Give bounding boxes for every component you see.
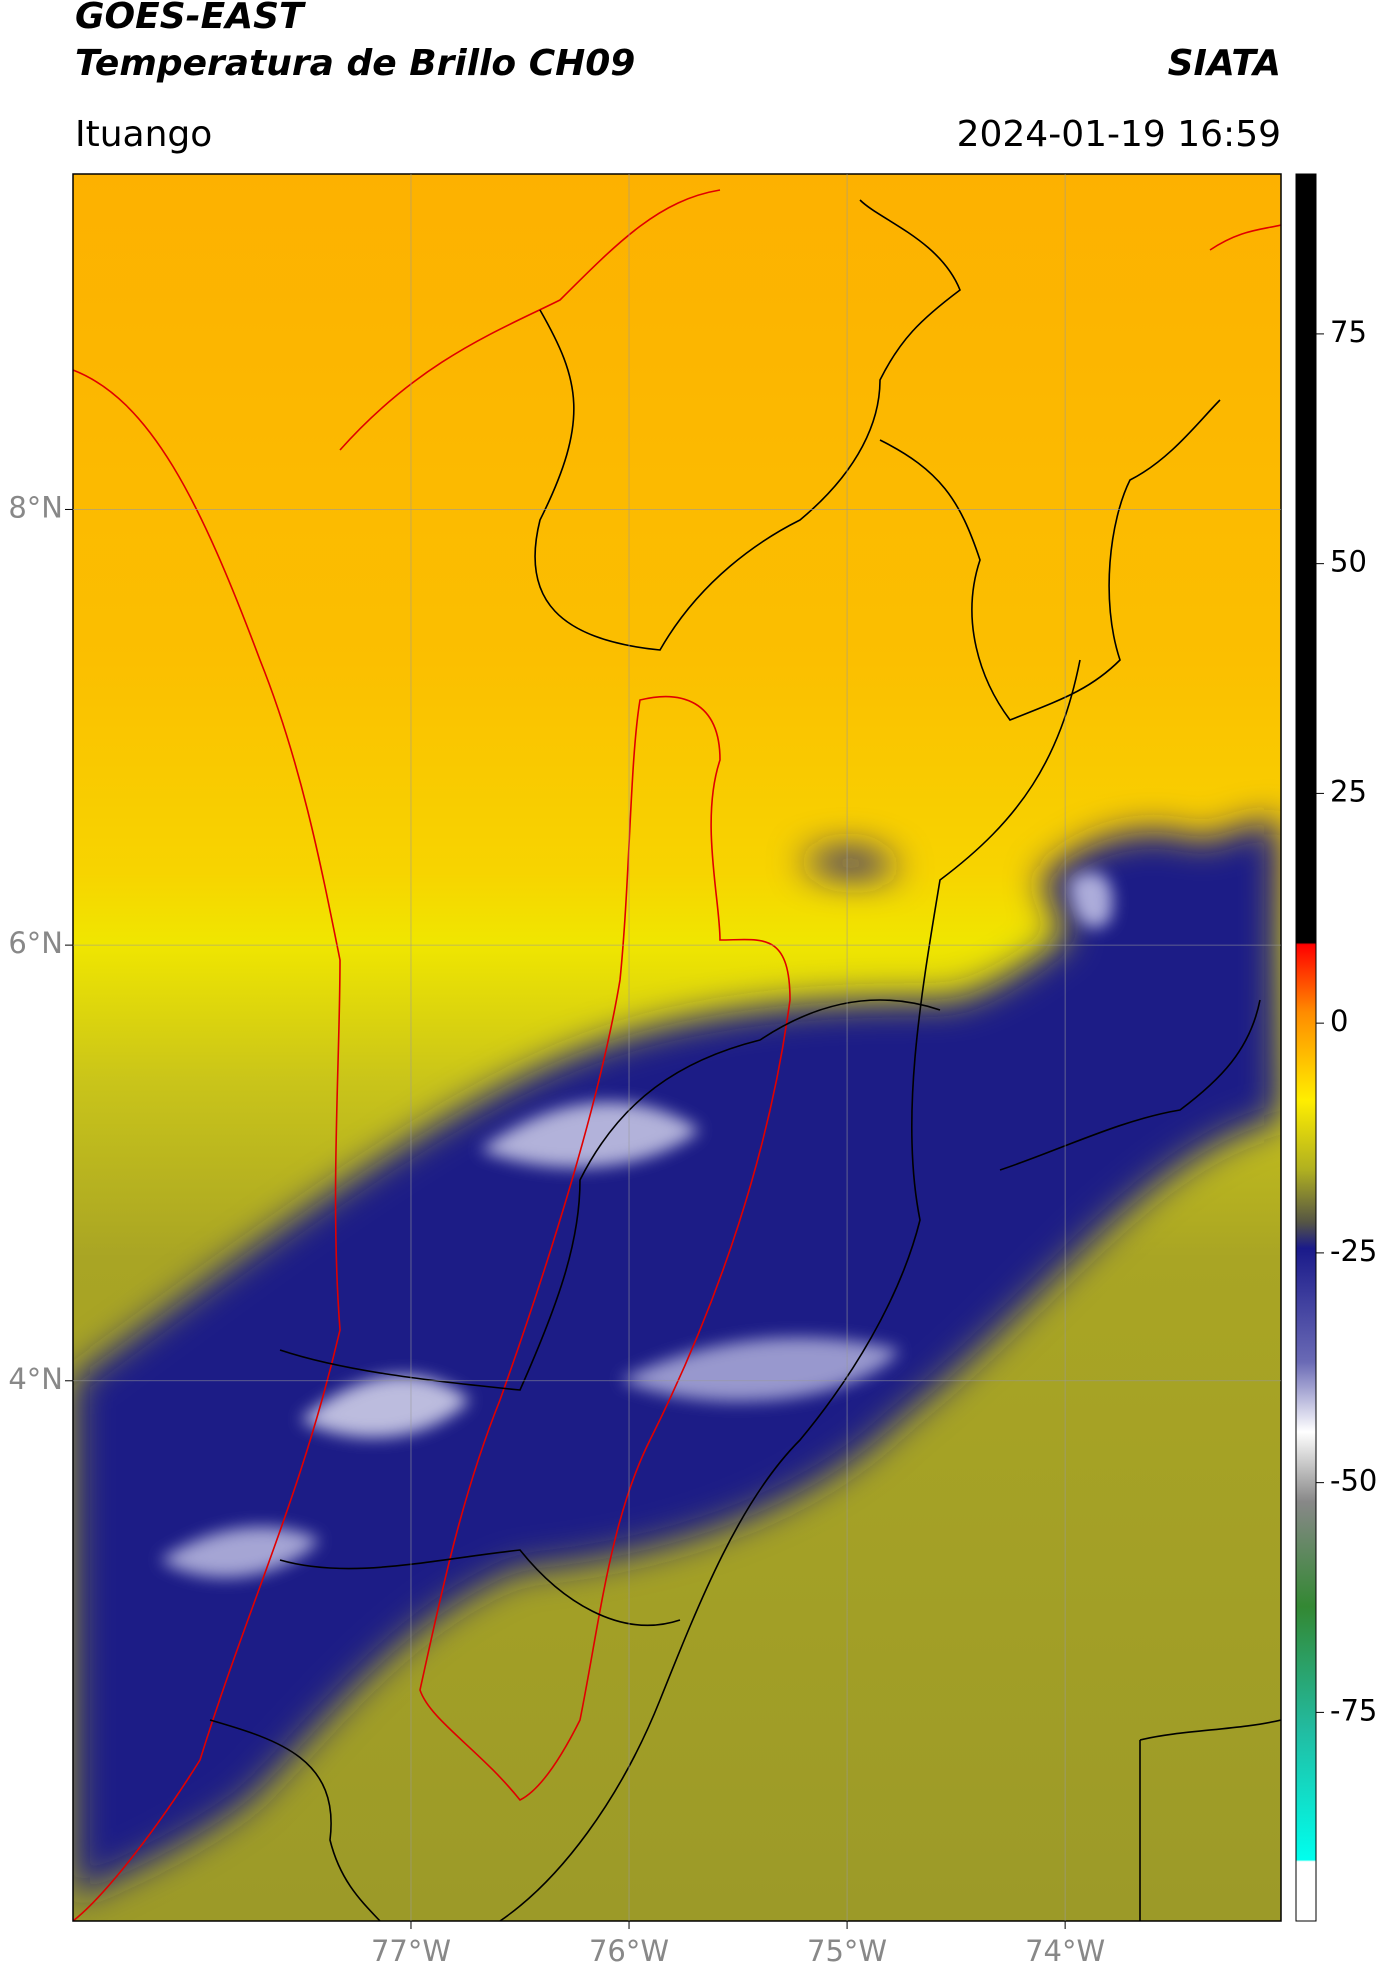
source: SIATA [1168, 43, 1281, 84]
x-tick-label: 76°W [589, 1934, 669, 1968]
colorbar-tick-label: -50 [1330, 1464, 1377, 1498]
y-tick-label: 4°N [8, 1362, 63, 1396]
colorbar [1295, 173, 1317, 1922]
location: Ituango [75, 114, 212, 155]
colorbar-tick-label: 25 [1330, 774, 1367, 808]
colorbar-tick-label: -75 [1330, 1693, 1377, 1727]
x-tick-label: 74°W [1025, 1934, 1105, 1968]
x-tick-label: 77°W [371, 1934, 451, 1968]
colorbar-tick-label: 0 [1330, 1004, 1348, 1038]
map-image [73, 174, 1281, 1921]
colorbar-tick-label: 50 [1330, 545, 1367, 579]
title-line1: GOES-EAST [75, 0, 306, 37]
datetime: 2024-01-19 16:59 [957, 114, 1281, 155]
colorbar-tick-label: 75 [1330, 315, 1367, 349]
map-frame [72, 173, 1282, 1922]
y-tick-label: 6°N [8, 926, 63, 960]
title-line2: Temperatura de Brillo CH09 [75, 43, 635, 84]
x-tick-label: 75°W [807, 1934, 887, 1968]
y-tick-label: 8°N [8, 490, 63, 524]
colorbar-tick-label: -25 [1330, 1234, 1377, 1268]
